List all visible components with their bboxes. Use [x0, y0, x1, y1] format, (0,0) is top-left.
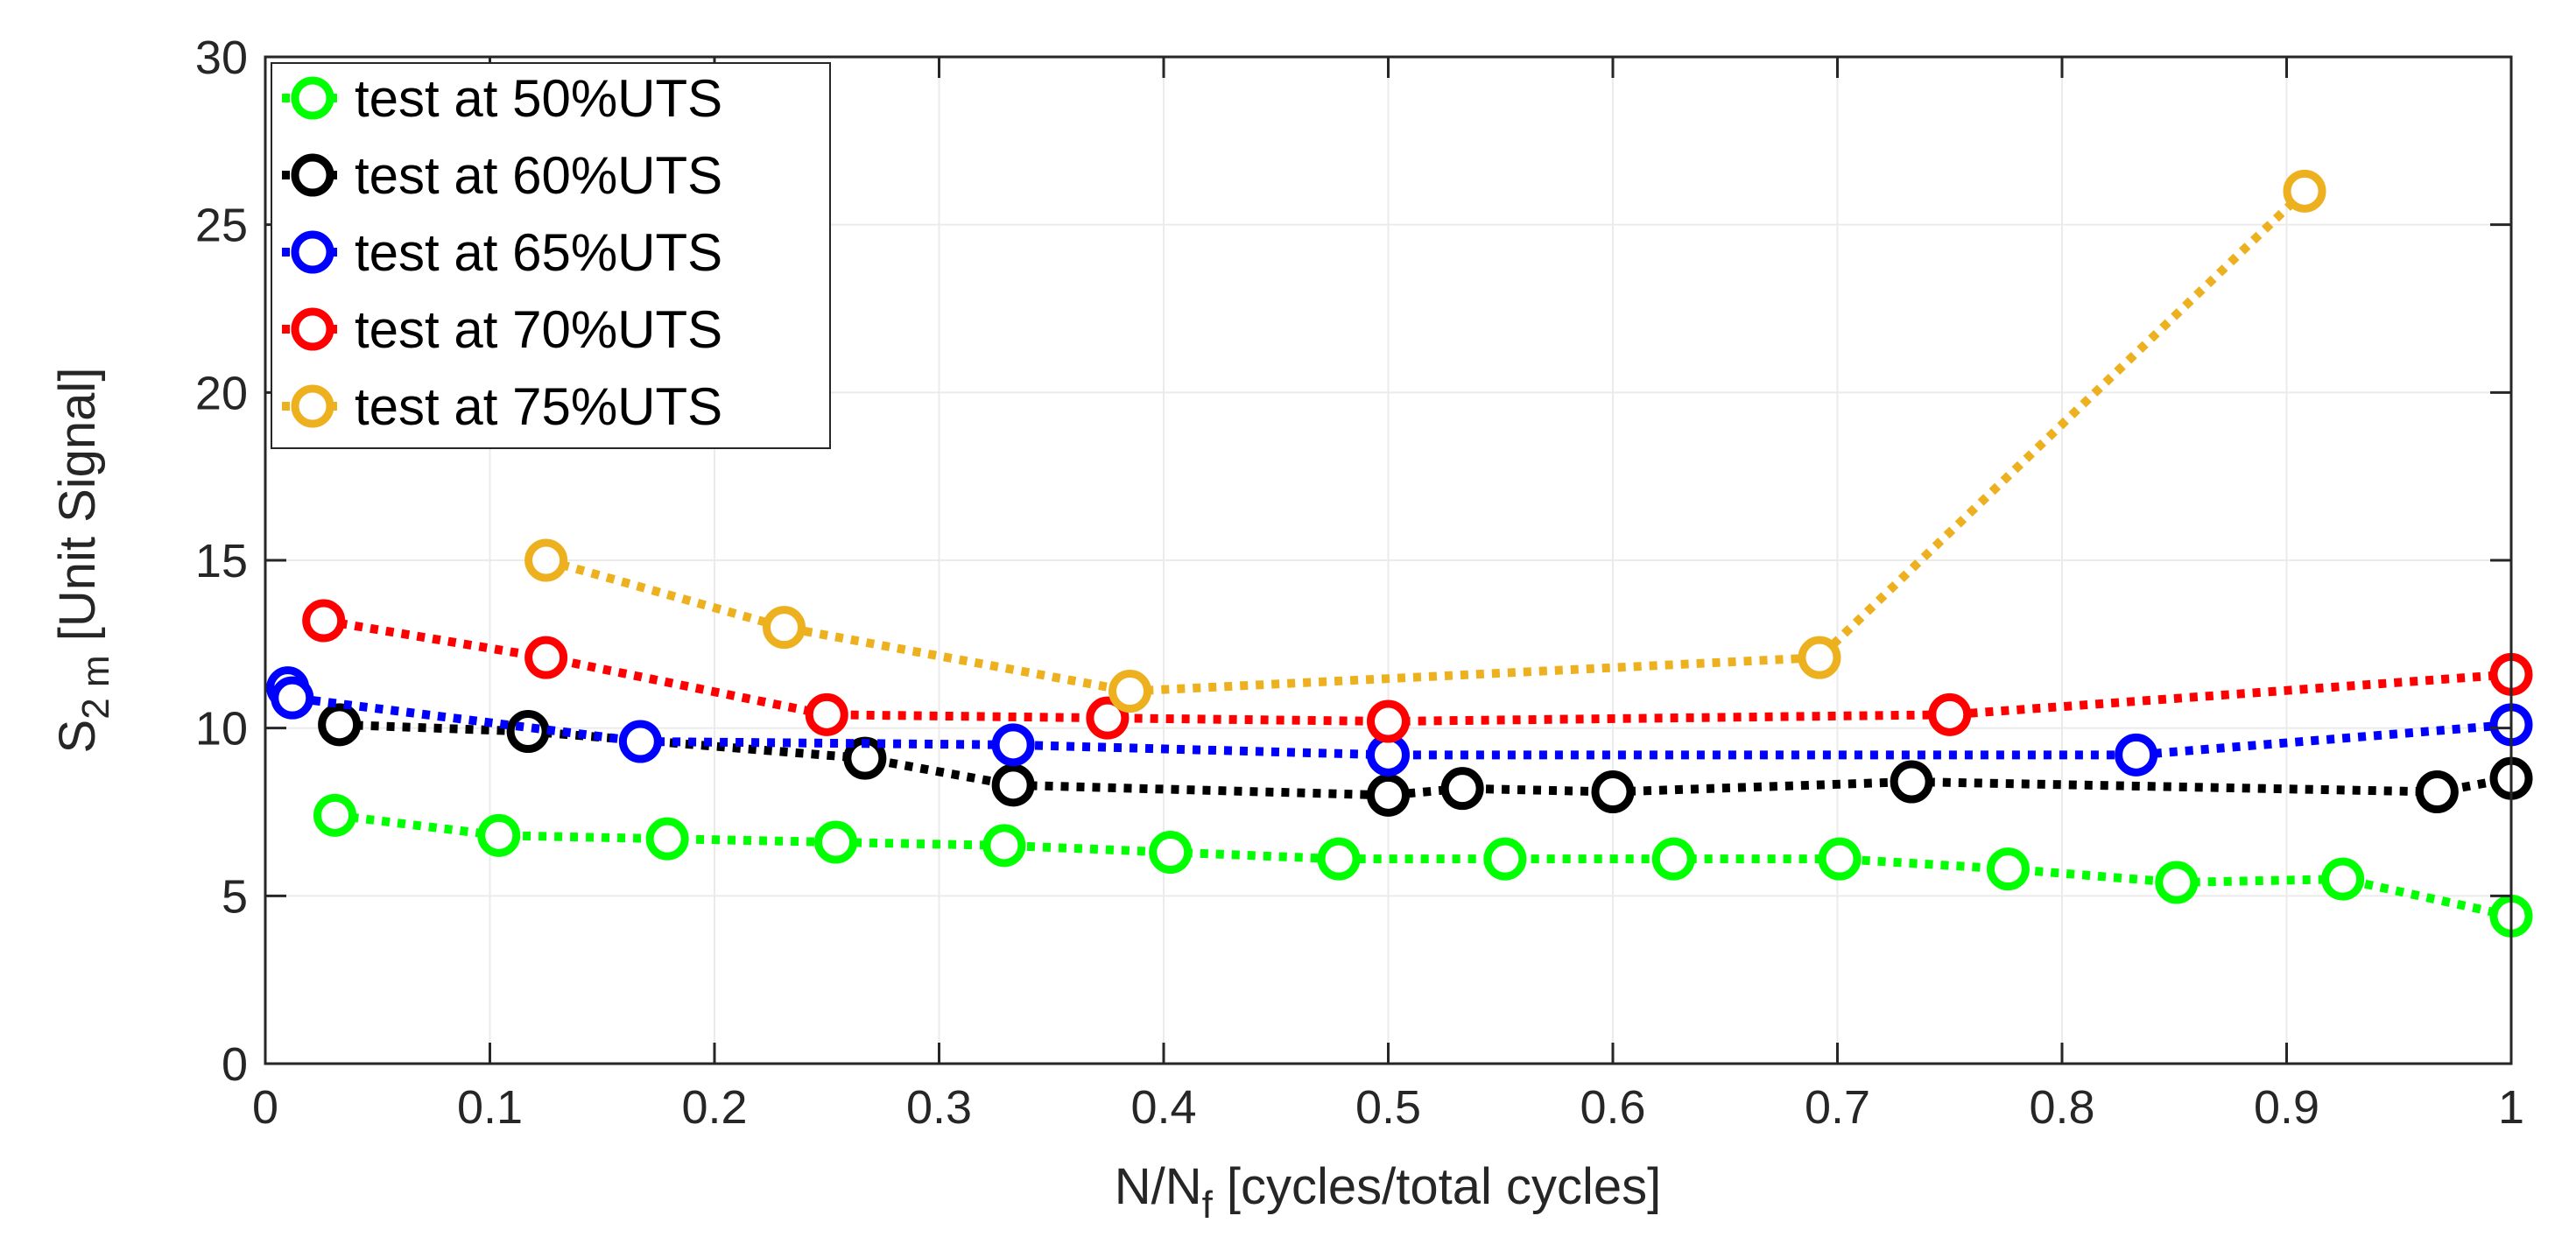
data-point	[1317, 837, 1361, 881]
legend: test at 50%UTS test at 60%UTS test at 65%U…	[271, 62, 831, 449]
legend-marker	[291, 76, 334, 120]
legend-marker	[291, 153, 334, 197]
data-point	[2115, 733, 2158, 777]
legend-label: test at 65%UTS	[355, 223, 722, 282]
legend-entry: test at 70%UTS	[282, 300, 722, 359]
legend-entry: test at 60%UTS	[282, 146, 722, 205]
data-point	[318, 703, 362, 747]
x-tick-label: 1	[2498, 1081, 2524, 1134]
data-point	[1890, 760, 1933, 804]
legend-entry: test at 65%UTS	[282, 223, 722, 282]
y-tick-label: 0	[222, 1038, 248, 1091]
series-layer	[266, 169, 2533, 938]
legend-entry: test at 50%UTS	[282, 69, 722, 128]
x-tick-label: 0	[252, 1081, 278, 1134]
data-point	[1483, 837, 1527, 881]
data-point	[763, 606, 806, 650]
data-point	[618, 720, 662, 763]
x-tick-label: 0.5	[1355, 1081, 1421, 1134]
x-axis-label-subscript: f	[1202, 1184, 1214, 1226]
data-point	[991, 763, 1035, 807]
data-point	[524, 636, 568, 679]
legend-label: test at 70%UTS	[355, 300, 722, 359]
data-point	[1367, 699, 1410, 743]
data-point	[1591, 770, 1635, 813]
legend-entry: test at 75%UTS	[282, 377, 722, 436]
x-tick-label: 0.1	[457, 1081, 523, 1134]
legend-label: test at 60%UTS	[355, 146, 722, 205]
data-point	[1440, 767, 1484, 811]
legend-marker	[291, 230, 334, 274]
x-tick-label: 0.2	[681, 1081, 747, 1134]
x-tick-label: 0.8	[2029, 1081, 2094, 1134]
data-point	[2415, 770, 2459, 813]
data-point	[2321, 857, 2365, 901]
data-point	[1651, 837, 1695, 881]
series-5	[524, 169, 2326, 713]
y-tick-label: 30	[195, 32, 248, 84]
data-point	[1149, 831, 1193, 874]
data-point	[271, 676, 314, 720]
axis-ticks: 0 0.1 0.2 0.3 0.4 0.5 0.6 0.7 0.8 0.9 105101520253…	[195, 32, 2524, 1134]
legend-box	[271, 62, 831, 449]
data-point	[1109, 670, 1152, 713]
data-point	[1367, 773, 1410, 817]
x-tick-label: 0.3	[906, 1081, 972, 1134]
data-point	[1986, 847, 2030, 891]
data-point	[2155, 861, 2199, 904]
series-line	[334, 811, 2513, 921]
y-tick-label: 25	[195, 200, 248, 252]
x-tick-label: 0.6	[1580, 1081, 1645, 1134]
data-point	[1928, 692, 1972, 736]
data-point	[805, 692, 848, 736]
data-point	[524, 538, 568, 582]
data-point	[991, 723, 1035, 767]
data-point	[1798, 636, 1841, 679]
data-point	[982, 824, 1026, 868]
data-point	[477, 813, 521, 857]
y-tick-label: 15	[195, 535, 248, 587]
x-tick-label: 0.9	[2254, 1081, 2319, 1134]
series-1	[313, 793, 2533, 938]
series-2	[318, 703, 2533, 817]
legend-label: test at 50%UTS	[355, 69, 722, 128]
data-point	[814, 820, 858, 864]
x-tick-label: 0.7	[1805, 1081, 1870, 1134]
data-point	[645, 817, 689, 861]
y-axis-label: S2 m [Unit Signal]	[49, 368, 117, 754]
x-axis-label: N/Nf [cycles/total cycles]	[1115, 1158, 1662, 1226]
legend-label: test at 75%UTS	[355, 377, 722, 436]
data-point	[302, 599, 346, 643]
legend-marker	[291, 384, 334, 428]
legend-marker	[291, 307, 334, 351]
data-point	[2283, 169, 2326, 213]
y-tick-label: 10	[195, 703, 248, 756]
series-line	[339, 720, 2512, 800]
data-point	[313, 793, 357, 837]
y-axis-label-subscript: 2 m	[74, 655, 117, 719]
data-point	[506, 710, 550, 753]
y-tick-label: 20	[195, 367, 248, 419]
data-point	[1086, 696, 1130, 740]
data-point	[1818, 837, 1862, 881]
x-tick-label: 0.4	[1130, 1081, 1196, 1134]
y-tick-label: 5	[222, 870, 248, 923]
